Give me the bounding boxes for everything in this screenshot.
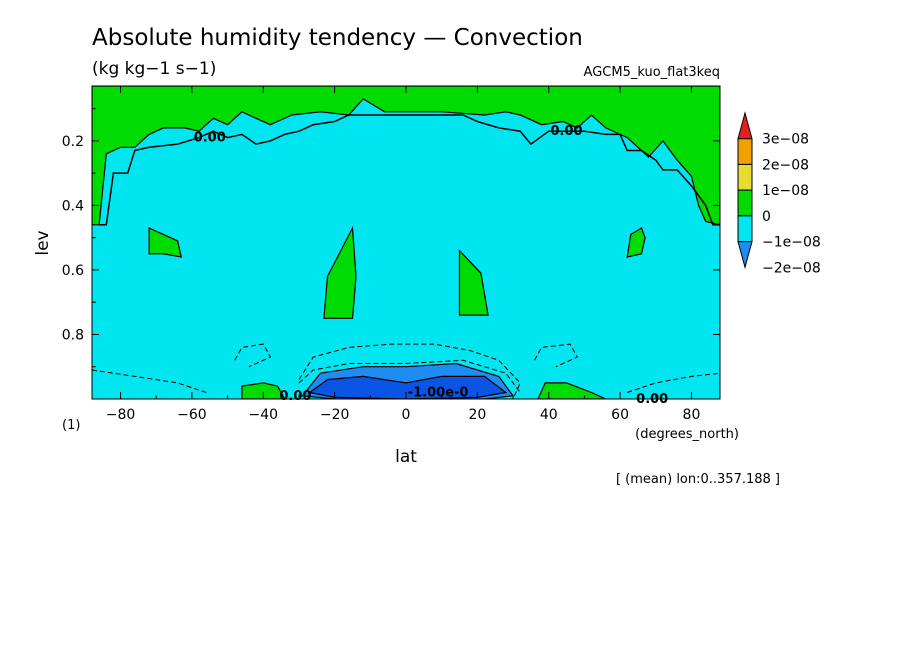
colorbar-box xyxy=(737,163,753,191)
contour-label-4: -1.00e-0 xyxy=(408,386,469,401)
region-near-surface-right xyxy=(537,382,607,399)
negative-contour-3 xyxy=(534,343,579,368)
y-tick-label: 0.6 xyxy=(62,263,84,279)
colorbar: −2e−08 −1e−08 0 1e−08 2e−08 3e−08 xyxy=(737,111,821,276)
region-midlevel-left-lobe xyxy=(323,225,357,319)
colorbar-min-triangle xyxy=(737,241,753,270)
x-tick-label: 20 xyxy=(468,407,486,423)
region-midlevel-right-small xyxy=(626,227,646,258)
x-tick-label: 80 xyxy=(683,407,701,423)
x-tick-label: 40 xyxy=(540,407,558,423)
zero-contour-line xyxy=(99,114,720,226)
negative-contour-1 xyxy=(298,343,521,399)
region-midlevel-left-small xyxy=(148,227,182,258)
region-midlevel-right-lobe xyxy=(458,249,489,316)
colorbar-label: 1e−08 xyxy=(762,183,809,199)
colorbar-box xyxy=(737,215,753,243)
negative-contour-4 xyxy=(92,369,207,393)
y-tick-label: 0.2 xyxy=(62,134,84,150)
x-axis-units: (degrees_north) xyxy=(635,427,739,442)
x-tick-label: −40 xyxy=(248,407,278,423)
colorbar-label: −1e−08 xyxy=(762,235,821,251)
colorbar-label: −2e−08 xyxy=(762,260,821,276)
colorbar-max-triangle xyxy=(737,111,753,140)
contour-label-3: 0.00 xyxy=(279,389,311,404)
x-tick-label: 0 xyxy=(402,407,411,423)
colorbar-label: 3e−08 xyxy=(762,132,809,148)
y-axis: 0.2 0.4 0.6 0.8 xyxy=(62,108,720,368)
colorbar-label: 0 xyxy=(762,209,771,225)
region-near-surface-left xyxy=(241,382,286,399)
region-upper-positive xyxy=(92,86,720,226)
x-axis: −80 −60 −40 −20 0 20 40 60 80 xyxy=(106,86,701,423)
region-tropical-negative-2 xyxy=(308,375,508,399)
colorbar-box xyxy=(737,189,753,217)
negative-contour-6 xyxy=(298,359,521,393)
colorbar-box xyxy=(737,138,753,165)
y-tick-label: 0.8 xyxy=(62,327,84,343)
contour-label-1: 0.00 xyxy=(194,131,226,146)
y-axis-units: (1) xyxy=(62,418,80,433)
y-tick-label: 0.4 xyxy=(62,198,84,214)
footnote: [ (mean) lon:0..357.188 ] xyxy=(616,472,780,487)
x-tick-label: −60 xyxy=(177,407,207,423)
chart-title: Absolute humidity tendency — Convection xyxy=(92,25,583,51)
y-axis-label: lev xyxy=(33,230,53,255)
colorbar-label: 2e−08 xyxy=(762,157,809,173)
negative-contour-5 xyxy=(627,372,720,393)
negative-contour-2 xyxy=(234,343,272,368)
contour-label-2: 0.00 xyxy=(551,124,583,139)
x-tick-label: 60 xyxy=(611,407,629,423)
plot-area: 0.00 0.000.00 -1.00e-0 0.00 xyxy=(91,85,721,407)
dataset-label: AGCM5_kuo_flat3keq xyxy=(584,65,720,80)
x-tick-label: −20 xyxy=(320,407,350,423)
x-axis-label: lat xyxy=(395,447,417,467)
chart-units: (kg kg−1 s−1) xyxy=(92,59,216,79)
x-tick-label: −80 xyxy=(106,407,136,423)
